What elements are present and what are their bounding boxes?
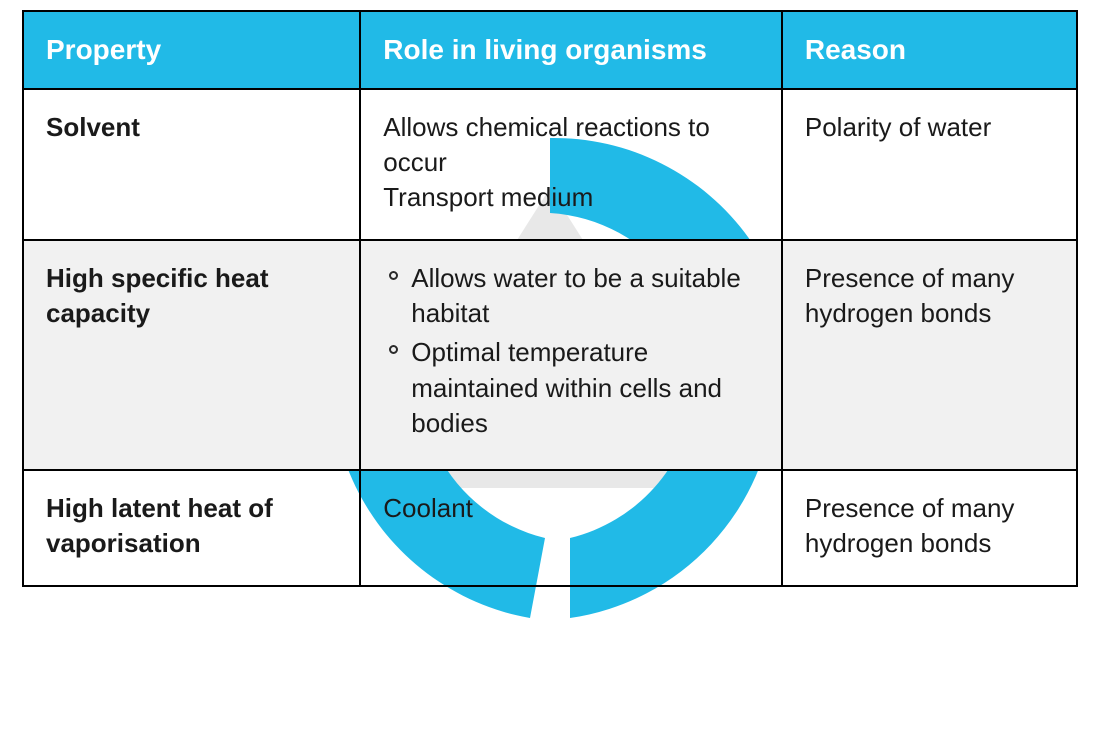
cell-property: High specific heat capacity [23, 240, 360, 469]
role-bullet: Optimal temperature maintained within ce… [411, 335, 759, 440]
table-row: High specific heat capacityAllows water … [23, 240, 1077, 469]
role-bullet-list: Allows water to be a suitable habitatOpt… [383, 261, 759, 440]
cell-role: Allows chemical reactions to occurTransp… [360, 89, 782, 240]
col-header-role: Role in living organisms [360, 11, 782, 89]
cell-role: Coolant [360, 470, 782, 586]
stage: Property Role in living organisms Reason… [0, 0, 1100, 755]
col-header-property: Property [23, 11, 360, 89]
cell-property: High latent heat of vaporisation [23, 470, 360, 586]
cell-property: Solvent [23, 89, 360, 240]
properties-table: Property Role in living organisms Reason… [22, 10, 1078, 587]
table-row: SolventAllows chemical reactions to occu… [23, 89, 1077, 240]
cell-reason: Presence of many hydrogen bonds [782, 240, 1077, 469]
table-header-row: Property Role in living organisms Reason [23, 11, 1077, 89]
col-header-reason: Reason [782, 11, 1077, 89]
cell-reason: Polarity of water [782, 89, 1077, 240]
cell-reason: Presence of many hydrogen bonds [782, 470, 1077, 586]
table-row: High latent heat of vaporisationCoolantP… [23, 470, 1077, 586]
table-body: SolventAllows chemical reactions to occu… [23, 89, 1077, 586]
cell-role: Allows water to be a suitable habitatOpt… [360, 240, 782, 469]
role-bullet: Allows water to be a suitable habitat [411, 261, 759, 331]
